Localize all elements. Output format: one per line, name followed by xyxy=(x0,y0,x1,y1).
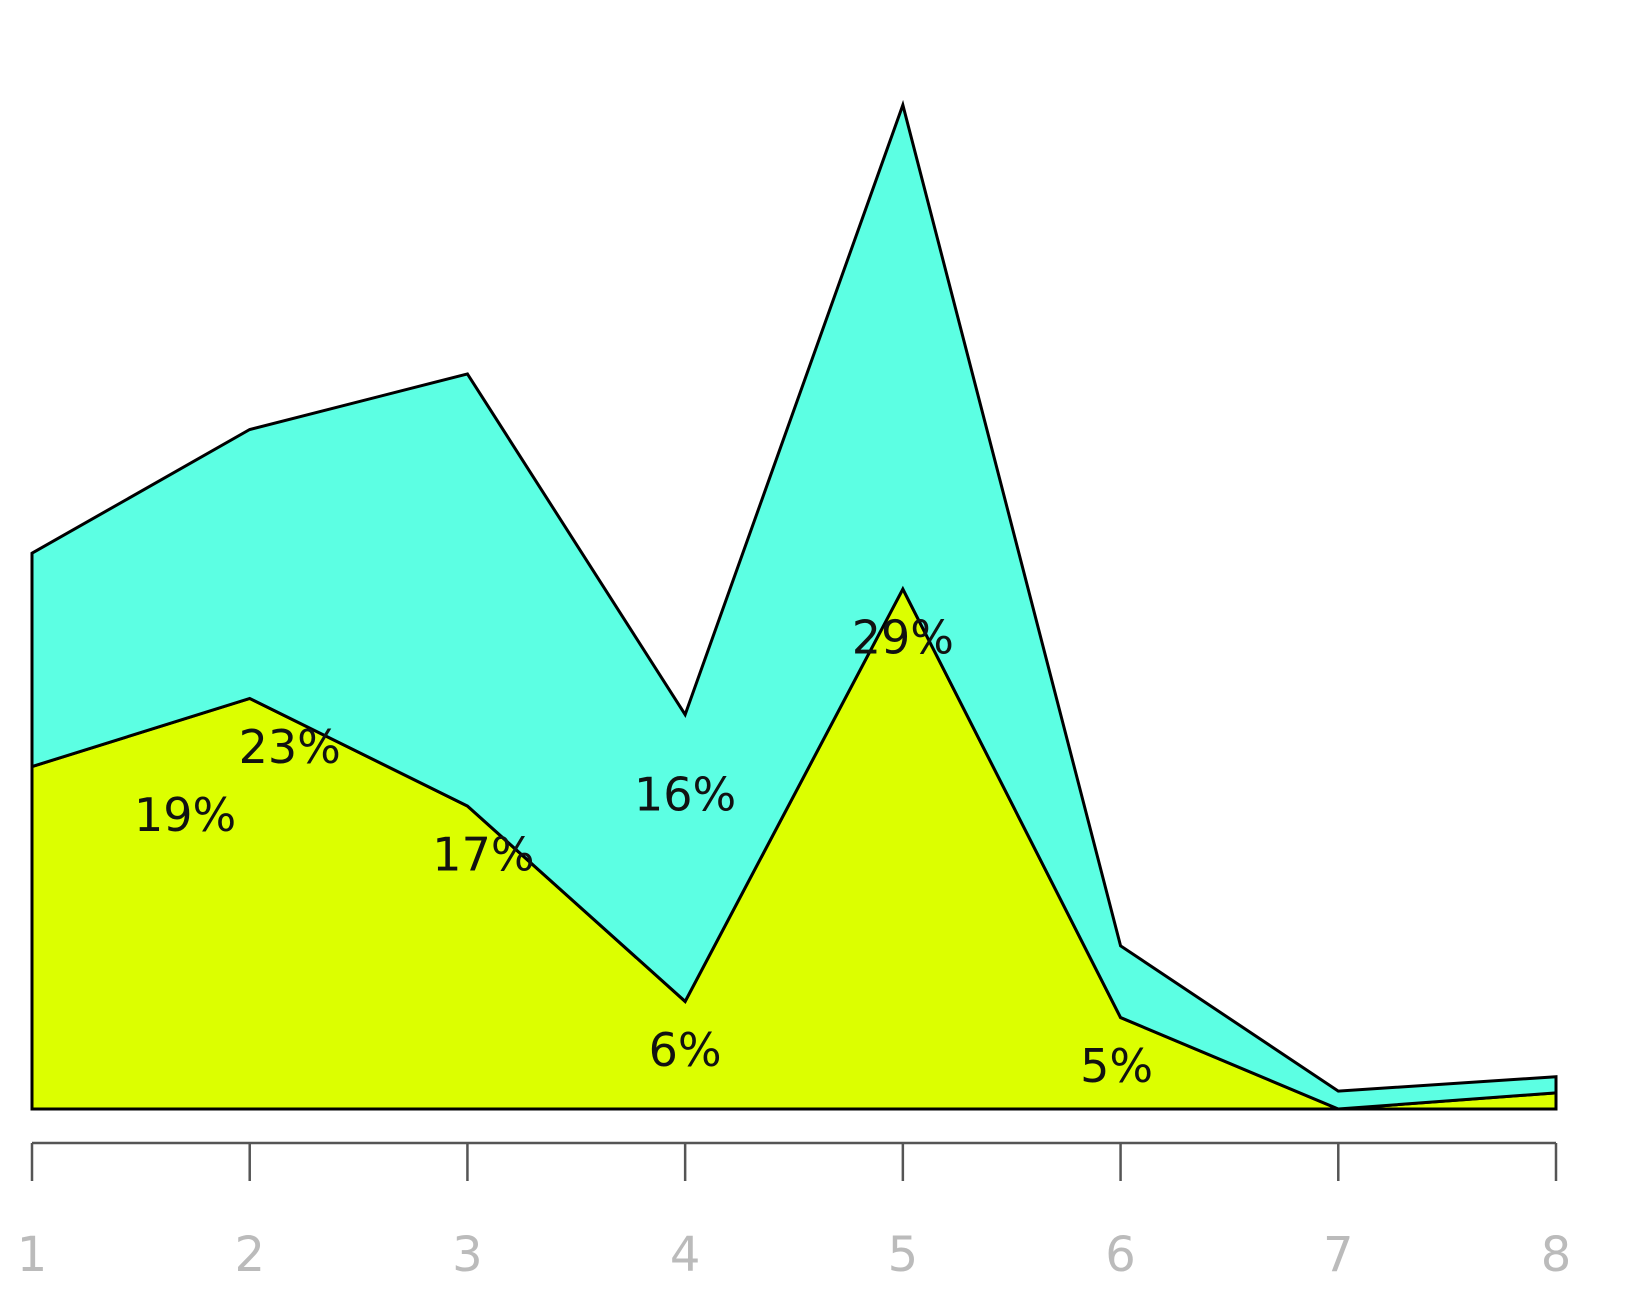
value-label: 19% xyxy=(134,788,236,842)
x-tick-label: 8 xyxy=(1541,1227,1572,1283)
x-tick-label: 6 xyxy=(1105,1227,1136,1283)
area xyxy=(30,99,1558,1111)
value-label: 17% xyxy=(432,828,534,882)
x-tick-label: 2 xyxy=(234,1227,265,1283)
value-label: 5% xyxy=(1080,1039,1153,1093)
value-label: 6% xyxy=(649,1023,722,1077)
x-tick-label: 1 xyxy=(17,1227,48,1283)
value-label: 16% xyxy=(634,768,736,822)
x-tick-label: 5 xyxy=(888,1227,919,1283)
value-label: 23% xyxy=(239,720,341,774)
value-label: 29% xyxy=(852,611,954,665)
x-tick-label: 4 xyxy=(670,1227,701,1283)
x-tick-label: 3 xyxy=(452,1227,483,1283)
x-tick-label: 7 xyxy=(1323,1227,1354,1283)
